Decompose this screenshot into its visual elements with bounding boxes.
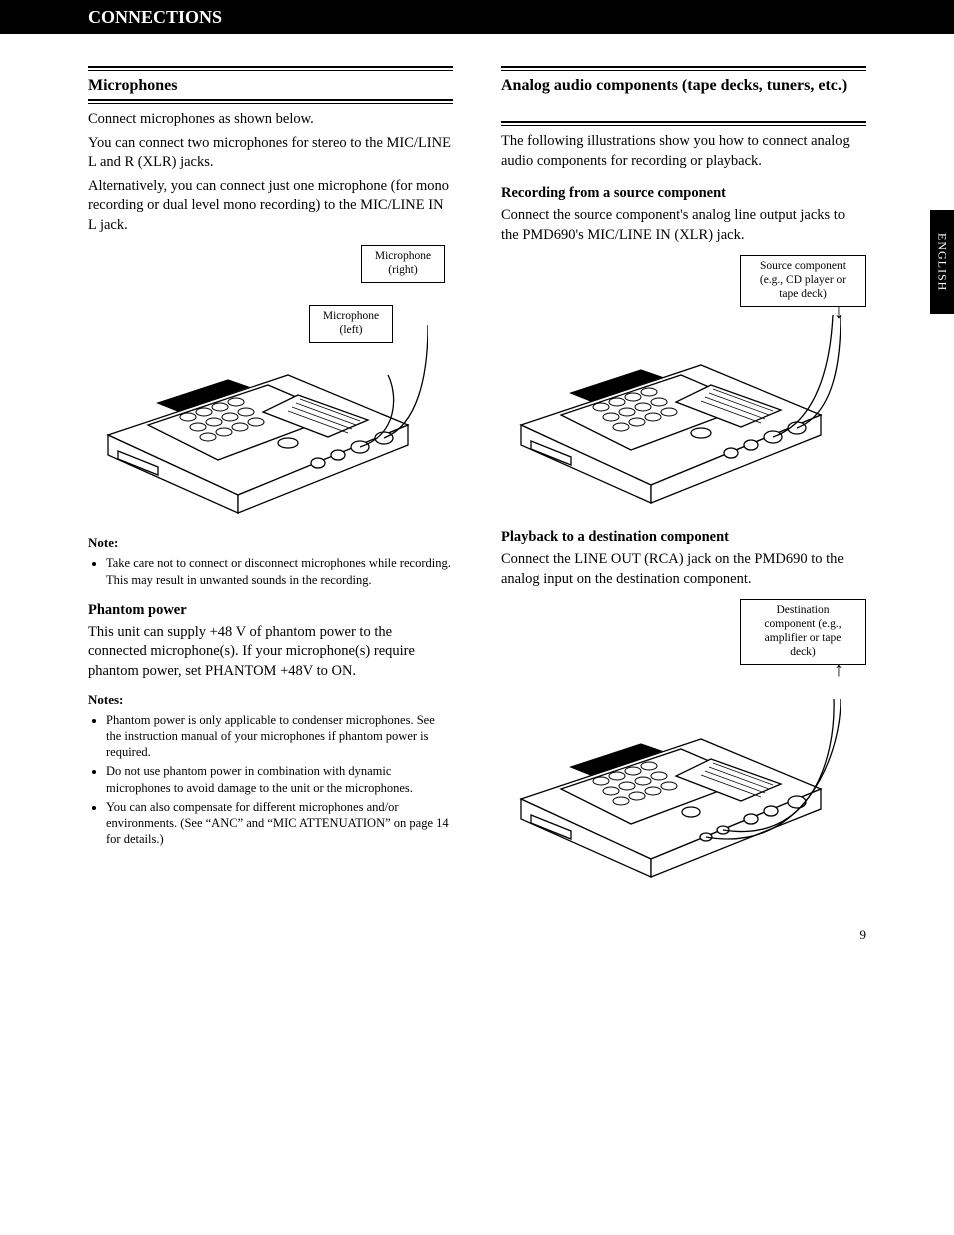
body-text: Connect microphones as shown below. bbox=[88, 110, 453, 130]
note-item: Phantom power is only applicable to cond… bbox=[106, 712, 453, 761]
note-item: Do not use phantom power in combination … bbox=[106, 763, 453, 796]
body-text: The following illustrations show you how… bbox=[501, 132, 866, 171]
body-text: This unit can supply +48 V of phantom po… bbox=[88, 623, 453, 682]
subheading-phantom: Phantom power bbox=[88, 602, 453, 619]
body-text: Connect the LINE OUT (RCA) jack on the P… bbox=[501, 550, 866, 589]
note-heading: Note: bbox=[88, 535, 453, 551]
body-text: You can connect two microphones for ster… bbox=[88, 134, 453, 173]
figure-destination-connection: Destinationcomponent (e.g.,amplifier or … bbox=[501, 599, 866, 879]
device-svg bbox=[501, 305, 841, 505]
note-list: Phantom power is only applicable to cond… bbox=[88, 712, 453, 848]
body-text: Alternatively, you can connect just one … bbox=[88, 177, 453, 236]
device-illustration bbox=[501, 305, 841, 505]
callout-mic-right: Microphone(right) bbox=[361, 245, 445, 283]
device-illustration bbox=[88, 315, 428, 515]
page: CONNECTIONS ENGLISH Microphones Connect … bbox=[0, 0, 954, 963]
subheading-recording: Recording from a source component bbox=[501, 185, 866, 202]
content-columns: Microphones Connect microphones as shown… bbox=[0, 34, 954, 927]
rule bbox=[501, 66, 866, 71]
page-number: 9 bbox=[0, 927, 954, 963]
section-title-microphones: Microphones bbox=[88, 77, 453, 95]
body-text: Connect the source component's analog li… bbox=[501, 206, 866, 245]
figure-mic-connection: Microphone(right) Microphone(left) bbox=[88, 245, 453, 525]
chapter-header-bar: CONNECTIONS bbox=[0, 0, 954, 34]
rule bbox=[501, 121, 866, 126]
figure-source-connection: Source component(e.g., CD player ortape … bbox=[501, 255, 866, 515]
section-title-analog: Analog audio components (tape decks, tun… bbox=[501, 77, 866, 117]
note-item: You can also compensate for different mi… bbox=[106, 799, 453, 848]
rule bbox=[88, 99, 453, 104]
note-list: Take care not to connect or disconnect m… bbox=[88, 555, 453, 588]
language-tab: ENGLISH bbox=[930, 210, 954, 314]
language-tab-text: ENGLISH bbox=[935, 233, 950, 291]
device-svg bbox=[88, 315, 428, 515]
callout-destination: Destinationcomponent (e.g.,amplifier or … bbox=[740, 599, 866, 664]
notes-heading: Notes: bbox=[88, 692, 453, 708]
left-column: Microphones Connect microphones as shown… bbox=[88, 66, 453, 887]
device-svg bbox=[501, 679, 841, 879]
rule bbox=[88, 66, 453, 71]
chapter-header-text: CONNECTIONS bbox=[88, 7, 222, 28]
note-item: Take care not to connect or disconnect m… bbox=[106, 555, 453, 588]
callout-source: Source component(e.g., CD player ortape … bbox=[740, 255, 866, 306]
device-illustration bbox=[501, 679, 841, 879]
right-column: Analog audio components (tape decks, tun… bbox=[501, 66, 866, 887]
subheading-playback: Playback to a destination component bbox=[501, 529, 866, 546]
